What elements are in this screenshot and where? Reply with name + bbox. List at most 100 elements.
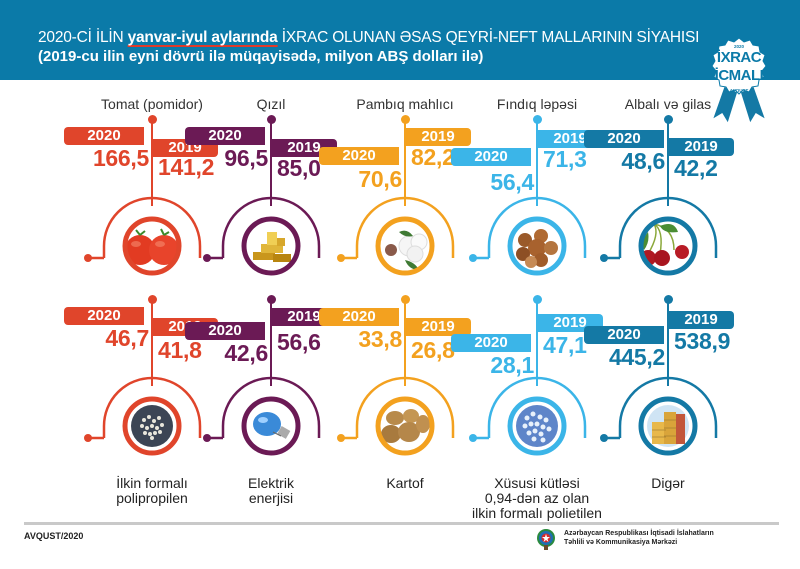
footer-divider [24,522,779,525]
title-prefix: 2020-Cİ İLİN [38,29,128,46]
connector-dot [401,295,410,304]
footer-date: AVQUST/2020 [24,531,84,541]
connector-line [667,300,669,386]
page-subtitle: (2019-cu ilin eyni dövrü ilə müqayisədə,… [38,48,484,65]
product-name: Fındıq ləpəsi [496,96,578,112]
value-2019: 56,6 [277,329,321,355]
product-illustration [462,376,612,476]
org-name-line2: Təhlili və Kommunikasiya Mərkəzi [564,539,678,546]
product-name-line: 0,94-dən az olan [484,490,590,506]
product-illustration [593,376,743,476]
connector-dot [401,115,410,124]
header-banner: 2020-Cİ İLİN yanvar-iyul aylarında İXRAC… [0,0,800,80]
product-name: Kartof [320,476,490,491]
value-2020: 42,6 [224,340,268,366]
connector-line [536,300,538,386]
value-2020: 445,2 [608,344,665,370]
value-2020: 70,6 [358,166,402,192]
product-name-line: enerjisi [248,490,294,506]
year-tag-2020: 2020 [185,127,265,145]
cotton-icon [337,196,455,276]
year-tag-2020: 2020 [64,307,144,325]
product-name: Digər [583,476,753,491]
value-2019: 26,8 [411,337,455,363]
polypropylene-granules-icon [84,376,202,456]
product-name: Albalı və gilas [624,96,712,112]
tomato-icon [84,196,202,276]
year-tag-2020: 2020 [185,322,265,340]
connector-line [536,120,538,206]
product-name-line: Kartof [386,475,424,491]
value-2020: 48,6 [621,148,665,174]
year-tag-2020: 2020 [451,334,531,352]
year-tag-2019: 2019 [405,128,471,146]
year-tag-2020: 2020 [319,308,399,326]
ixrac-icmali-badge: 2020 İXRAC İCMALI AVQUST [704,36,774,124]
connector-dot [533,295,542,304]
value-2020: 96,5 [224,145,268,171]
product-name-line: Digər [651,475,685,491]
connector-line [151,120,153,206]
value-2019: 42,2 [674,155,718,181]
badge-month: AVQUST [729,88,749,93]
year-tag-2019: 2019 [668,138,734,156]
hazelnut-icon [469,196,587,276]
connector-dot [664,295,673,304]
value-2020: 166,5 [92,145,149,171]
connector-line [151,300,153,386]
product-illustration [462,196,612,296]
value-2019: 47,1 [543,332,587,358]
potato-icon [337,376,455,456]
page-title: 2020-Cİ İLİN yanvar-iyul aylarında İXRAC… [38,29,699,47]
product-name-line: ilkin formalı polietilen [472,505,602,521]
connector-line [404,120,406,206]
light-bulb-icon [203,376,321,456]
connector-dot [148,115,157,124]
year-tag-2020: 2020 [451,148,531,166]
value-2020: 46,7 [105,325,149,351]
gold-bars-icon [203,196,321,276]
cherry-icon [600,196,718,276]
connector-dot [533,115,542,124]
year-tag-2019: 2019 [668,311,734,329]
connector-line [270,300,272,386]
badge-line2: İCMALI [714,67,764,84]
product-name: Xüsusi kütləsi 0,94-dən az olan ilkin form… [452,476,622,521]
connector-dot [267,295,276,304]
value-2020: 28,1 [490,352,534,378]
year-tag-2019: 2019 [405,318,471,336]
product-name: Tomat (pomidor) [101,96,203,112]
title-highlight: yanvar-iyul aylarında [127,29,278,46]
polyethylene-granules-icon [469,376,587,456]
value-2020: 56,4 [490,169,534,195]
organization-logo: Azərbaycan Respublikası İqtisadi İslahat… [536,528,786,550]
year-tag-2020: 2020 [584,130,664,148]
value-2019: 141,2 [158,154,215,180]
product-name: Pambıq mahlıcı [356,96,454,112]
year-tag-2020: 2020 [64,127,144,145]
year-tag-2020: 2020 [584,326,664,344]
value-2019: 71,3 [543,146,587,172]
value-2019: 85,0 [277,155,321,181]
org-name-line1: Azərbaycan Respublikası İqtisadi İslahat… [564,530,714,537]
product-illustration [77,196,227,296]
value-2019: 41,8 [158,337,202,363]
connector-line [667,120,669,206]
value-2020: 33,8 [358,326,402,352]
product-name-line: İlkin formalı [116,475,188,491]
badge-year: 2020 [733,44,744,49]
year-tag-2020: 2020 [319,147,399,165]
connector-line [404,300,406,386]
connector-dot [664,115,673,124]
badge-line1: İXRAC [716,49,762,66]
product-name-line: polipropilen [116,490,188,506]
state-emblem-icon [537,529,555,550]
product-illustration [196,376,346,476]
connector-line [270,120,272,206]
connector-dot [267,115,276,124]
product-name: Elektrik enerjisi [186,476,356,506]
value-2019: 82,2 [411,144,455,170]
rosette-icon [710,37,768,124]
product-illustration [77,376,227,476]
value-2019: 538,9 [674,328,731,354]
